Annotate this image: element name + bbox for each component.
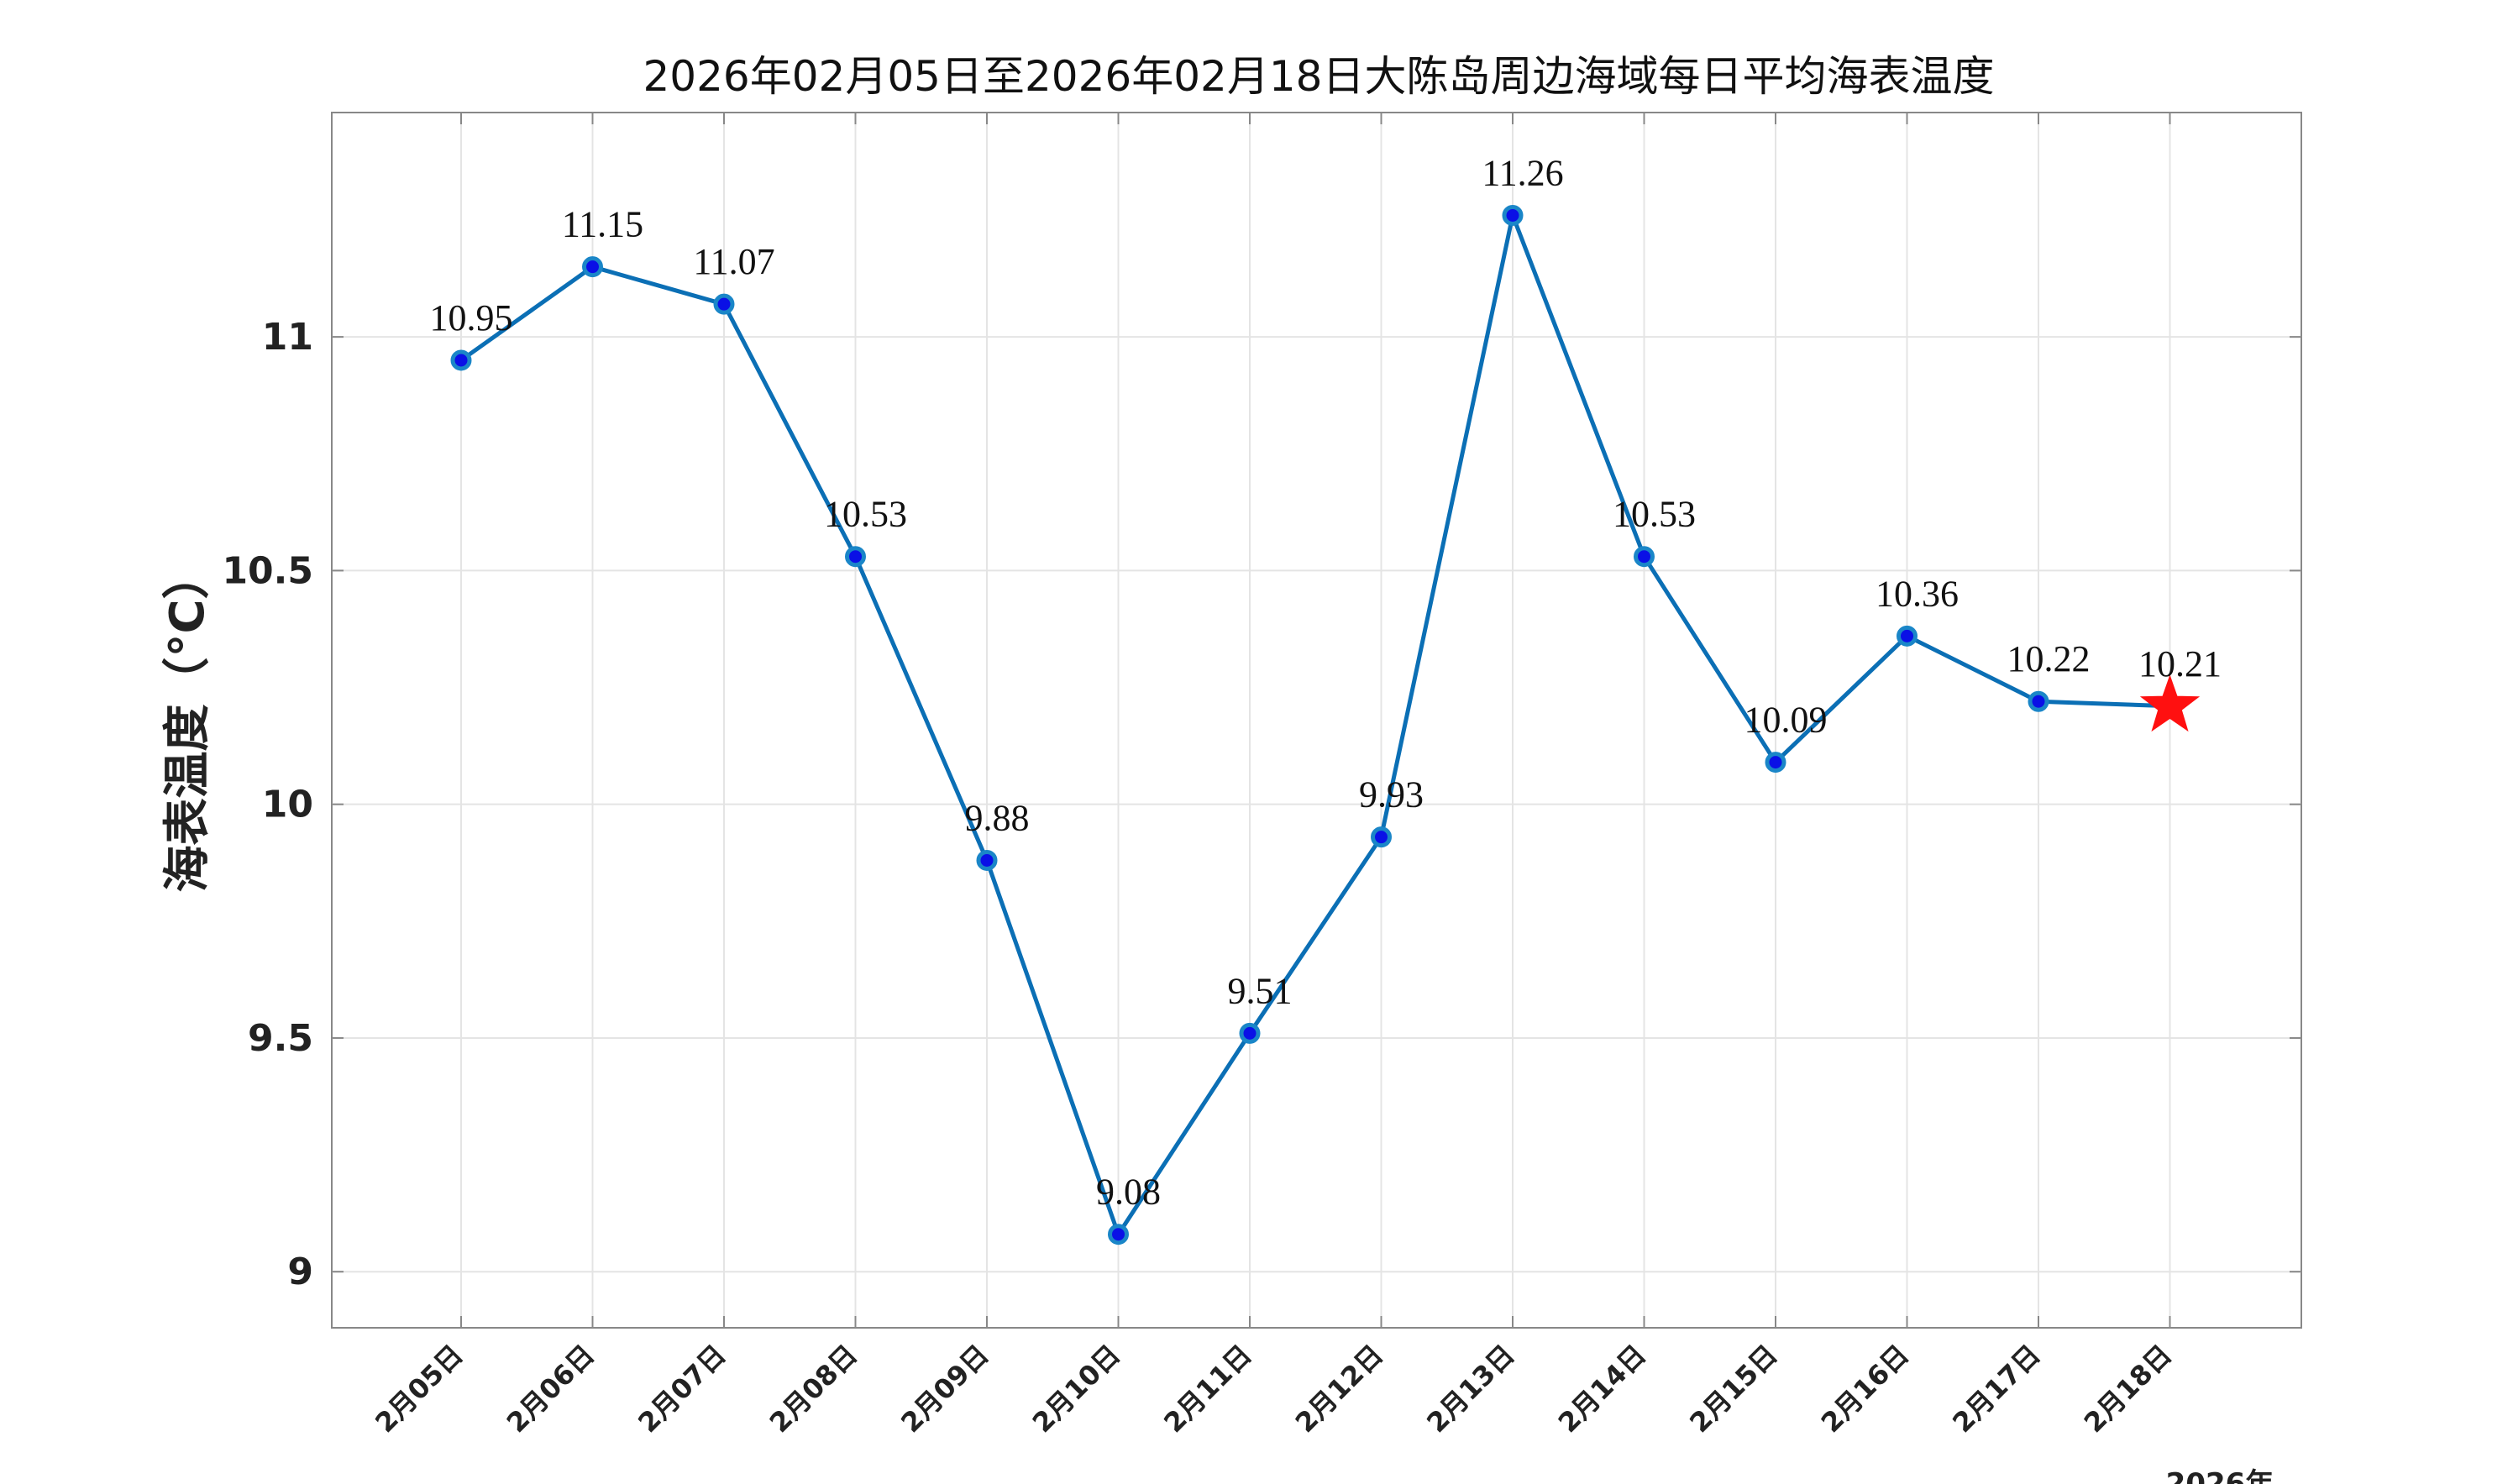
x-tick-label: 2月13日 <box>1420 1339 1520 1439</box>
data-point-marker <box>582 256 603 278</box>
y-tick-label: 10 <box>262 784 313 826</box>
data-label: 11.26 <box>1482 152 1563 193</box>
data-point-marker <box>1634 546 1655 568</box>
data-label: 9.51 <box>1228 970 1293 1011</box>
data-label: 10.53 <box>824 494 907 535</box>
data-point-marker <box>1108 1224 1129 1245</box>
data-label: 10.09 <box>1744 700 1828 741</box>
data-label: 9.93 <box>1359 774 1424 815</box>
x-axis-tick-labels: 2月05日 2月06日 2月07日 2月08日 2月09日 2月10日 2月11日 2月12日… <box>369 1339 2178 1439</box>
data-point-marker <box>845 546 866 568</box>
y-tick-label: 9.5 <box>248 1017 313 1060</box>
star-marker <box>2139 674 2201 732</box>
x-tick-label: 2月14日 <box>1552 1339 1652 1439</box>
y-tick-label: 9 <box>287 1251 313 1293</box>
x-axis-year-label: 2026年 <box>2166 1467 2274 1484</box>
data-point-marker <box>1371 826 1392 848</box>
y-axis-label: 海表温度（°C） <box>160 552 215 892</box>
data-point-marker <box>713 293 735 315</box>
series-line <box>459 212 2170 1237</box>
grid-lines <box>332 113 2301 1328</box>
x-tick-label: 2月15日 <box>1683 1339 1783 1439</box>
data-point-marker <box>2028 690 2049 712</box>
y-tick-label: 11 <box>262 316 313 359</box>
data-label: 10.22 <box>2007 638 2091 679</box>
data-label: 10.53 <box>1613 494 1696 535</box>
data-point-marker <box>1239 1022 1261 1044</box>
data-point-marker <box>976 849 998 871</box>
chart-title: 2026年02月05日至2026年02月18日大陈岛周边海域每日平均海表温度 <box>643 52 1995 101</box>
data-label: 11.15 <box>562 204 643 245</box>
x-tick-label: 2月11日 <box>1157 1339 1257 1439</box>
data-point-marker <box>1897 625 1918 647</box>
data-label: 10.21 <box>2138 643 2222 684</box>
x-tick-label: 2月05日 <box>369 1339 469 1439</box>
data-label: 10.95 <box>430 297 513 338</box>
y-axis-tick-labels: 9 9.5 10 10.5 11 <box>222 316 313 1293</box>
plot-area <box>331 112 2302 1329</box>
x-tick-label: 2月12日 <box>1289 1339 1389 1439</box>
x-tick-label: 2月17日 <box>1946 1339 2046 1439</box>
data-label: 9.88 <box>965 797 1030 838</box>
x-tick-label: 2月06日 <box>501 1339 601 1439</box>
data-point-marker <box>1502 204 1524 226</box>
data-point-marker <box>450 349 472 371</box>
x-tick-label: 2月07日 <box>632 1339 732 1439</box>
axis-ticks <box>332 113 2301 1328</box>
data-point-marker <box>1765 752 1786 773</box>
x-tick-label: 2月10日 <box>1026 1339 1126 1439</box>
x-tick-label: 2月09日 <box>895 1339 994 1439</box>
x-tick-label: 2月08日 <box>763 1339 863 1439</box>
data-labels: 10.95 11.15 11.07 10.53 9.88 9.08 9.51 9.93 11.2… <box>430 152 2222 1212</box>
y-tick-label: 10.5 <box>222 549 313 592</box>
data-label: 11.07 <box>693 241 774 282</box>
data-point-markers <box>450 204 2201 1245</box>
x-tick-label: 2月18日 <box>2078 1339 2178 1439</box>
x-tick-label: 2月16日 <box>1815 1339 1915 1439</box>
data-label: 9.08 <box>1096 1172 1161 1213</box>
data-label: 10.36 <box>1876 573 1959 614</box>
